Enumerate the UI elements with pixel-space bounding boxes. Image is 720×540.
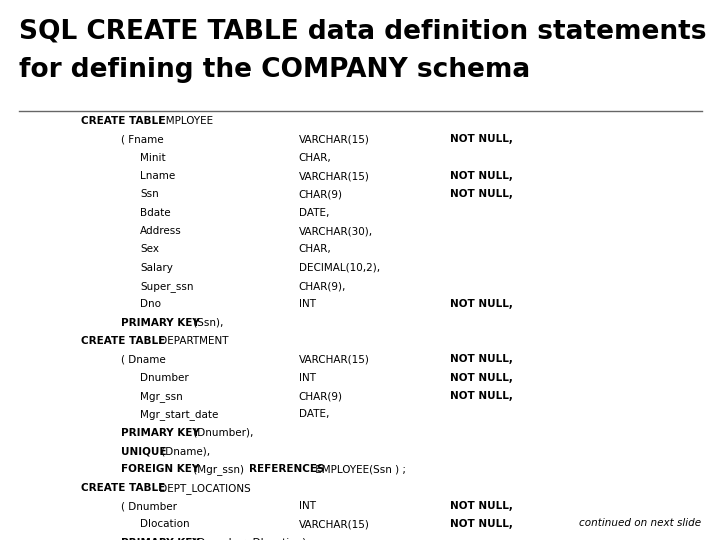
Text: PRIMARY KEY: PRIMARY KEY	[121, 318, 199, 328]
Text: DEPT_LOCATIONS: DEPT_LOCATIONS	[156, 483, 251, 494]
Text: NOT NULL,: NOT NULL,	[450, 190, 513, 199]
Text: NOT NULL,: NOT NULL,	[450, 391, 513, 401]
Text: NOT NULL,: NOT NULL,	[450, 501, 513, 511]
Text: ( Dname: ( Dname	[121, 354, 166, 364]
Text: Bdate: Bdate	[140, 208, 171, 218]
Text: NOT NULL,: NOT NULL,	[450, 171, 513, 181]
Text: CREATE TABLE: CREATE TABLE	[81, 116, 165, 126]
Text: Dno: Dno	[140, 300, 161, 309]
Text: REFERENCES: REFERENCES	[249, 464, 325, 475]
Text: CREATE TABLE: CREATE TABLE	[81, 336, 165, 346]
Text: DEPARTMENT: DEPARTMENT	[156, 336, 228, 346]
Text: Mgr_start_date: Mgr_start_date	[140, 409, 219, 420]
Text: CHAR,: CHAR,	[299, 153, 331, 163]
Text: PRIMARY KEY: PRIMARY KEY	[121, 428, 199, 438]
Text: continued on next slide: continued on next slide	[579, 518, 701, 528]
Text: UNIQUE: UNIQUE	[121, 446, 166, 456]
Text: VARCHAR(15): VARCHAR(15)	[299, 519, 369, 529]
Text: DATE,: DATE,	[299, 208, 329, 218]
Text: CHAR(9): CHAR(9)	[299, 190, 343, 199]
Text: VARCHAR(15): VARCHAR(15)	[299, 171, 369, 181]
Text: (Mgr_ssn): (Mgr_ssn)	[189, 464, 247, 475]
Text: FOREIGN KEY: FOREIGN KEY	[121, 464, 199, 475]
Text: ( Dnumber: ( Dnumber	[121, 501, 177, 511]
Text: Dnumber: Dnumber	[140, 373, 189, 383]
Text: CHAR(9): CHAR(9)	[299, 391, 343, 401]
Text: Super_ssn: Super_ssn	[140, 281, 194, 292]
Text: Ssn: Ssn	[140, 190, 159, 199]
Text: Dlocation: Dlocation	[140, 519, 190, 529]
Text: NOT NULL,: NOT NULL,	[450, 354, 513, 364]
Text: INT: INT	[299, 373, 316, 383]
Text: (Dnumber),: (Dnumber),	[189, 428, 253, 438]
Text: (Dname),: (Dname),	[158, 446, 210, 456]
Text: EMPLOYEE: EMPLOYEE	[156, 116, 213, 126]
Text: NOT NULL,: NOT NULL,	[450, 373, 513, 383]
Text: EMPLOYEE(Ssn ) ;: EMPLOYEE(Ssn ) ;	[312, 464, 406, 475]
Text: Salary: Salary	[140, 263, 174, 273]
Text: CHAR(9),: CHAR(9),	[299, 281, 346, 291]
Text: DATE,: DATE,	[299, 409, 329, 420]
Text: NOT NULL,: NOT NULL,	[450, 300, 513, 309]
Text: PRIMARY KEY: PRIMARY KEY	[121, 538, 199, 540]
Text: CREATE TABLE: CREATE TABLE	[81, 483, 165, 493]
Text: for defining the COMPANY schema: for defining the COMPANY schema	[19, 57, 530, 83]
Text: VARCHAR(15): VARCHAR(15)	[299, 354, 369, 364]
Text: DECIMAL(10,2),: DECIMAL(10,2),	[299, 263, 380, 273]
Text: NOT NULL,: NOT NULL,	[450, 134, 513, 144]
Text: VARCHAR(30),: VARCHAR(30),	[299, 226, 373, 236]
Text: Lname: Lname	[140, 171, 176, 181]
Text: CHAR,: CHAR,	[299, 245, 331, 254]
Text: (Dnumber, Dlocation),: (Dnumber, Dlocation),	[189, 538, 310, 540]
Text: Mgr_ssn: Mgr_ssn	[140, 391, 183, 402]
Text: Address: Address	[140, 226, 182, 236]
Text: SQL CREATE TABLE data definition statements: SQL CREATE TABLE data definition stateme…	[19, 19, 706, 45]
Text: INT: INT	[299, 501, 316, 511]
Text: (Ssn),: (Ssn),	[189, 318, 223, 328]
Text: VARCHAR(15): VARCHAR(15)	[299, 134, 369, 144]
Text: NOT NULL,: NOT NULL,	[450, 519, 513, 529]
Text: INT: INT	[299, 300, 316, 309]
Text: ( Fname: ( Fname	[121, 134, 163, 144]
Text: Minit: Minit	[140, 153, 166, 163]
Text: Sex: Sex	[140, 245, 159, 254]
